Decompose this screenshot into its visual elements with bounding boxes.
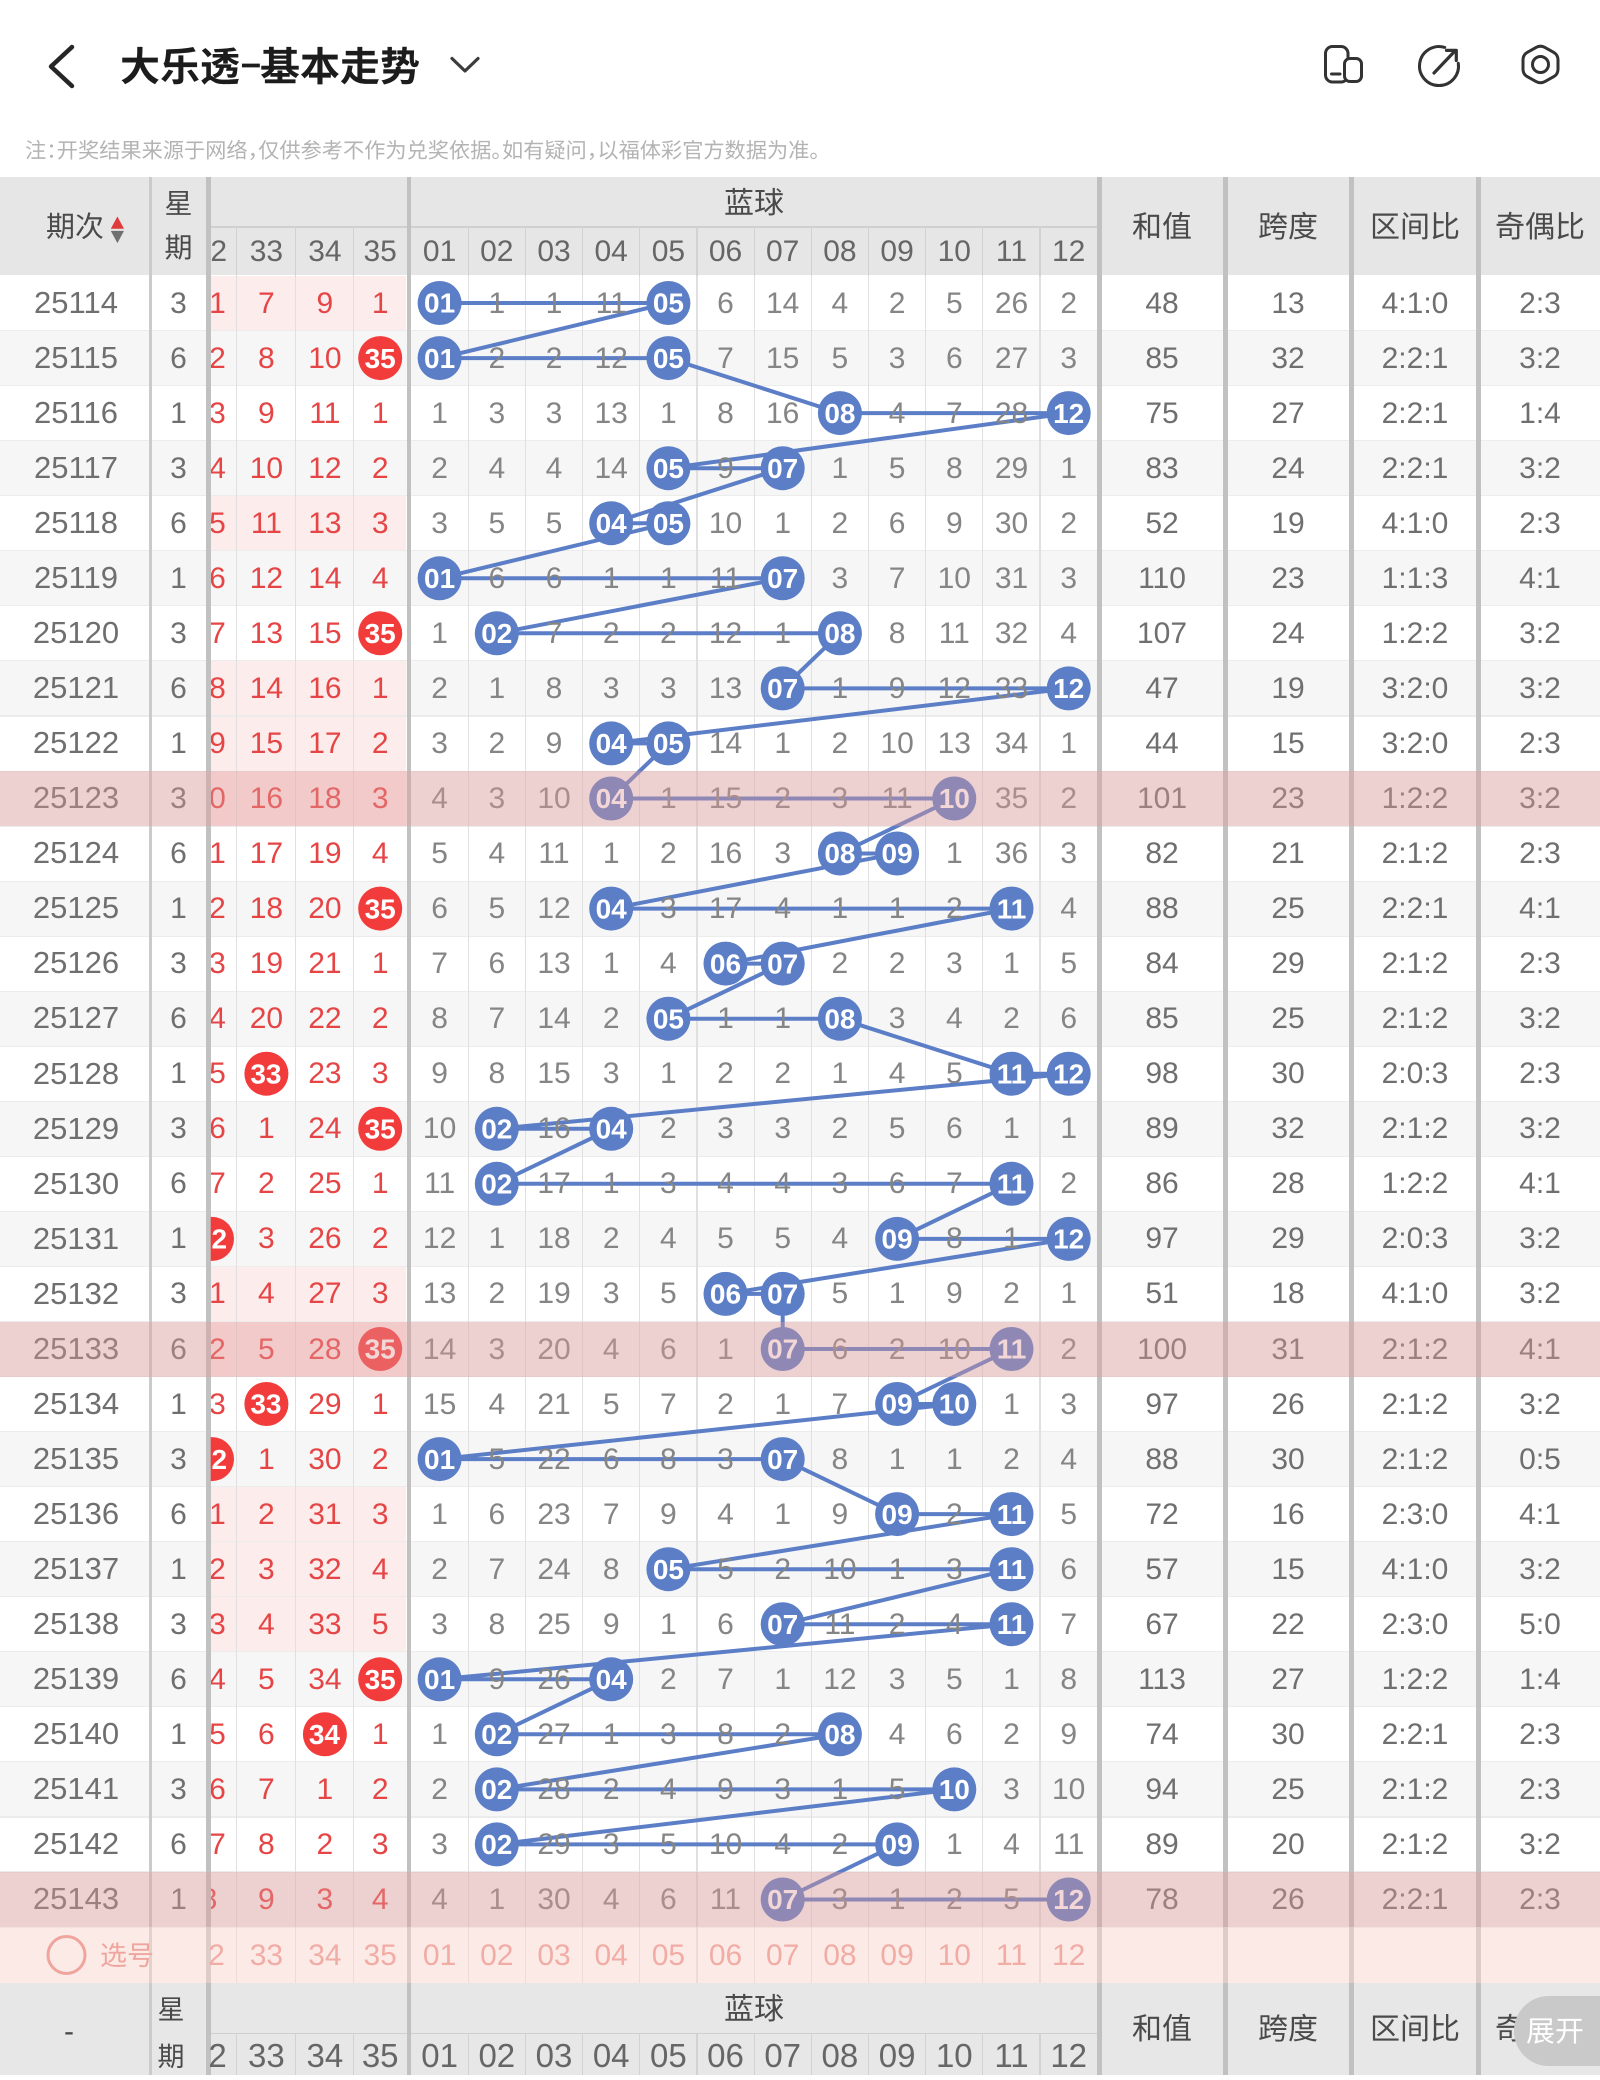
svg-text:08: 08: [824, 1719, 855, 1750]
svg-text:04: 04: [596, 893, 628, 924]
svg-text:05: 05: [653, 508, 684, 539]
svg-text:11: 11: [997, 1609, 1027, 1640]
svg-text:11: 11: [997, 1169, 1027, 1200]
svg-text:09: 09: [882, 1224, 913, 1255]
svg-text:07: 07: [767, 453, 798, 484]
svg-text:11: 11: [997, 893, 1027, 924]
svg-text:11: 11: [997, 1058, 1027, 1089]
svg-text:09: 09: [882, 1499, 913, 1530]
svg-text:05: 05: [653, 1003, 684, 1034]
svg-text:12: 12: [1053, 1884, 1084, 1915]
svg-text:35: 35: [365, 893, 396, 924]
svg-text:02: 02: [481, 618, 512, 649]
svg-text:32: 32: [196, 1444, 227, 1475]
svg-text:33: 33: [250, 1058, 281, 1089]
svg-text:35: 35: [365, 618, 396, 649]
svg-text:07: 07: [767, 673, 798, 704]
svg-text:12: 12: [1053, 398, 1084, 429]
svg-text:35: 35: [365, 1334, 396, 1365]
svg-text:32: 32: [196, 1224, 227, 1255]
svg-text:07: 07: [767, 1279, 798, 1310]
svg-text:06: 06: [710, 1279, 741, 1310]
svg-text:02: 02: [481, 1774, 512, 1805]
svg-text:10: 10: [939, 1774, 970, 1805]
svg-text:07: 07: [767, 563, 798, 594]
svg-text:08: 08: [824, 618, 855, 649]
svg-text:07: 07: [767, 1609, 798, 1640]
svg-text:07: 07: [767, 1444, 798, 1475]
svg-text:02: 02: [481, 1719, 512, 1750]
svg-text:05: 05: [653, 288, 684, 319]
svg-text:11: 11: [997, 1554, 1027, 1585]
svg-text:09: 09: [882, 1829, 913, 1860]
svg-text:35: 35: [365, 1664, 396, 1695]
svg-text:02: 02: [481, 1114, 512, 1145]
svg-text:12: 12: [1053, 1058, 1084, 1089]
svg-text:04: 04: [596, 508, 628, 539]
svg-text:06: 06: [710, 948, 741, 979]
svg-text:01: 01: [424, 1444, 455, 1475]
svg-text:12: 12: [1053, 1224, 1084, 1255]
svg-text:09: 09: [882, 838, 913, 869]
svg-text:10: 10: [939, 783, 970, 814]
svg-text:35: 35: [365, 343, 396, 374]
svg-text:07: 07: [767, 1884, 798, 1915]
svg-text:35: 35: [365, 1114, 396, 1145]
svg-text:05: 05: [653, 343, 684, 374]
svg-text:07: 07: [767, 1334, 798, 1365]
svg-text:01: 01: [424, 563, 455, 594]
svg-text:34: 34: [309, 1719, 341, 1750]
svg-text:11: 11: [997, 1499, 1027, 1530]
svg-text:05: 05: [653, 1554, 684, 1585]
svg-text:10: 10: [939, 1389, 970, 1420]
svg-text:04: 04: [596, 1114, 628, 1145]
svg-text:09: 09: [882, 1389, 913, 1420]
svg-text:33: 33: [250, 1389, 281, 1420]
svg-text:04: 04: [596, 1664, 628, 1695]
svg-text:07: 07: [767, 948, 798, 979]
svg-text:01: 01: [424, 288, 455, 319]
svg-text:05: 05: [653, 453, 684, 484]
svg-text:04: 04: [596, 783, 628, 814]
svg-text:01: 01: [424, 343, 455, 374]
svg-text:08: 08: [824, 1003, 855, 1034]
svg-text:02: 02: [481, 1829, 512, 1860]
svg-text:12: 12: [1053, 673, 1084, 704]
svg-text:08: 08: [824, 838, 855, 869]
svg-text:04: 04: [596, 728, 628, 759]
svg-text:02: 02: [481, 1169, 512, 1200]
svg-text:08: 08: [824, 398, 855, 429]
svg-text:05: 05: [653, 728, 684, 759]
svg-text:01: 01: [424, 1664, 455, 1695]
svg-text:11: 11: [997, 1334, 1027, 1365]
